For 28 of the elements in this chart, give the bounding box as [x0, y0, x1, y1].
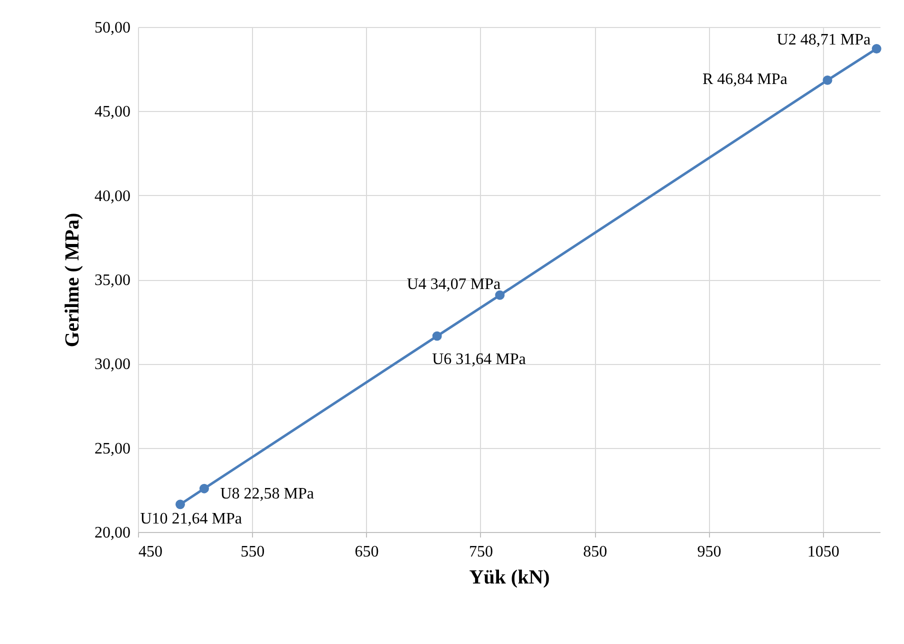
y-tick-label: 45,00	[94, 104, 130, 121]
annotation: U10 21,64 MPa	[140, 510, 242, 528]
x-tick-label: 750	[468, 544, 493, 560]
x-axis-title: Yük (kN)	[469, 566, 550, 588]
annotation: U2 48,71 MPa	[776, 32, 871, 49]
y-tick-label: 25,00	[94, 440, 130, 458]
annotation: U6 31,64 MPa	[432, 351, 526, 368]
point	[175, 500, 185, 510]
x-tick-label: 550	[240, 544, 265, 560]
y-tick-label: 20,00	[94, 524, 130, 542]
x-tick-label: 950	[697, 544, 722, 560]
x-tick-label: 650	[354, 544, 379, 560]
y-axis-title: Gerilme ( MPa)	[62, 212, 84, 348]
y-tick-label: 35,00	[94, 272, 130, 289]
point	[872, 44, 882, 54]
x-tick-label: 450	[138, 544, 162, 560]
y-tick-label: 30,00	[94, 356, 130, 374]
annotation: U8 22,58 MPa	[220, 486, 314, 503]
point	[822, 75, 832, 85]
y-tick-label: 50,00	[94, 20, 130, 36]
y-tick-label: 40,00	[94, 188, 130, 205]
point	[199, 484, 209, 494]
x-tick-label: 1050	[807, 544, 840, 560]
point	[432, 331, 442, 341]
annotation: R 46,84 MPa	[702, 71, 788, 88]
x-tick-label: 850	[583, 544, 608, 560]
point	[495, 290, 505, 300]
annotation: U4 34,07 MPa	[406, 276, 501, 294]
